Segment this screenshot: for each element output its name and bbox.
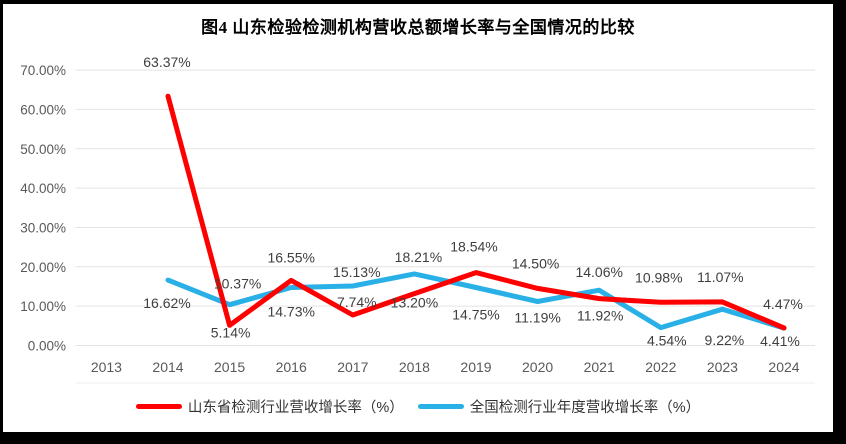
y-axis-tick-label: 10.00% bbox=[20, 299, 66, 314]
legend-item-shandong: 山东省检测行业营收增长率（%） bbox=[135, 396, 404, 417]
y-axis-tick-label: 50.00% bbox=[20, 142, 66, 157]
data-label: 13.20% bbox=[391, 295, 438, 311]
data-label: 14.75% bbox=[452, 306, 499, 322]
data-label: 16.62% bbox=[143, 295, 190, 311]
data-label: 14.73% bbox=[267, 304, 314, 320]
y-axis-tick-label: 40.00% bbox=[20, 181, 66, 196]
y-axis-tick-label: 0.00% bbox=[28, 339, 66, 354]
x-axis-tick-label: 2015 bbox=[214, 359, 245, 375]
series-line-shandong bbox=[165, 93, 787, 331]
data-label: 11.92% bbox=[577, 308, 623, 324]
x-axis-tick-label: 2018 bbox=[399, 359, 430, 375]
data-label: 10.98% bbox=[635, 269, 682, 285]
chart-legend: 山东省检测行业营收增长率（%） 全国检测行业年度营收增长率（%） bbox=[3, 396, 833, 417]
legend-label-national: 全国检测行业年度营收增长率（%） bbox=[469, 400, 701, 416]
legend-item-national: 全国检测行业年度营收增长率（%） bbox=[417, 396, 701, 417]
x-axis-tick-label: 2016 bbox=[276, 359, 307, 375]
data-label: 63.37% bbox=[143, 54, 190, 70]
data-label: 14.50% bbox=[512, 255, 559, 271]
y-axis-tick-label: 60.00% bbox=[20, 102, 66, 117]
y-axis-tick-label: 70.00% bbox=[20, 63, 66, 78]
x-axis-tick-label: 2013 bbox=[91, 359, 122, 375]
data-label: 16.55% bbox=[267, 249, 314, 265]
x-axis-tick-label: 2017 bbox=[337, 359, 368, 375]
y-axis-tick-label: 30.00% bbox=[20, 220, 66, 235]
data-label: 9.22% bbox=[705, 332, 745, 348]
data-label: 11.07% bbox=[697, 269, 743, 285]
data-label: 4.54% bbox=[647, 333, 687, 349]
data-label: 14.06% bbox=[575, 264, 622, 280]
x-axis-tick-label: 2014 bbox=[152, 359, 183, 375]
legend-line-blue-icon bbox=[417, 404, 464, 409]
chart-background bbox=[3, 4, 833, 432]
chart-title: 图4 山东检验检测机构营收总额增长率与全国情况的比较 bbox=[201, 18, 635, 37]
legend-line-red-icon bbox=[135, 404, 182, 409]
data-label: 10.37% bbox=[214, 276, 261, 292]
data-label: 18.54% bbox=[450, 239, 497, 255]
data-label: 11.19% bbox=[514, 309, 560, 325]
x-axis-tick-label: 2021 bbox=[584, 359, 615, 375]
data-label: 4.47% bbox=[763, 296, 803, 312]
y-axis-tick-label: 20.00% bbox=[20, 260, 66, 275]
data-label: 7.74% bbox=[337, 294, 377, 310]
x-axis-tick-label: 2024 bbox=[768, 359, 799, 375]
data-label: 4.41% bbox=[760, 333, 800, 349]
legend-label-shandong: 山东省检测行业营收增长率（%） bbox=[187, 400, 404, 416]
x-axis-tick-label: 2020 bbox=[522, 359, 553, 375]
data-label: 18.21% bbox=[395, 249, 442, 265]
x-axis-tick-label: 2019 bbox=[460, 359, 491, 375]
x-axis-tick-label: 2023 bbox=[707, 359, 738, 375]
x-axis-tick-label: 2022 bbox=[645, 359, 676, 375]
data-label: 5.14% bbox=[211, 324, 251, 340]
data-label: 15.13% bbox=[333, 264, 380, 280]
